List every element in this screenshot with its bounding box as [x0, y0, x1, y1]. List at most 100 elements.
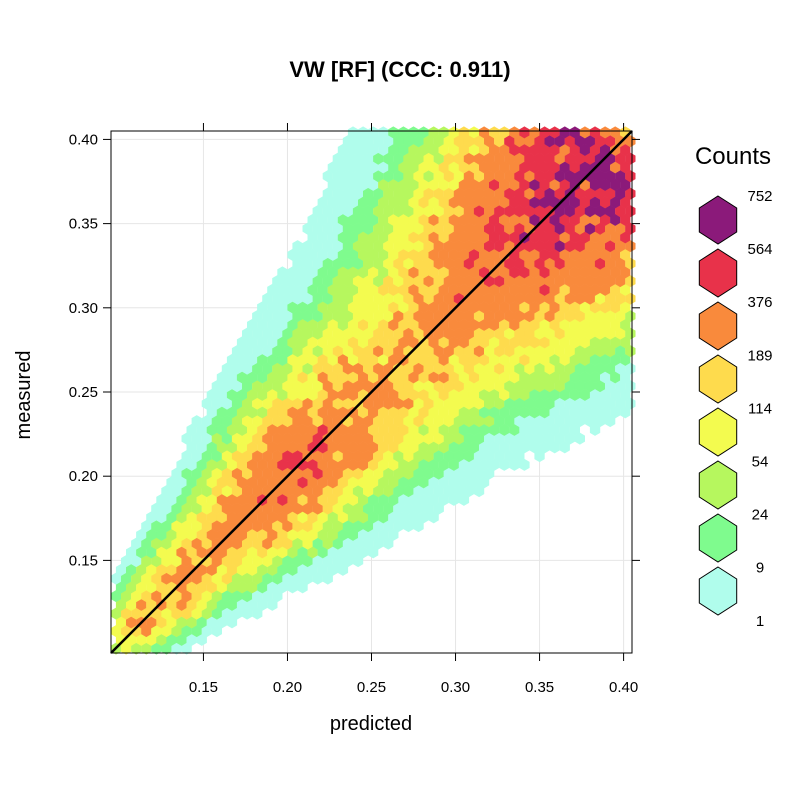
- hexbin-cell: [302, 485, 313, 498]
- hexbin-cell: [423, 222, 434, 235]
- hexbin-cell: [166, 528, 177, 541]
- hexbin-cell: [206, 476, 217, 489]
- hexbin-cell: [363, 467, 374, 480]
- hexbin-cell: [468, 126, 480, 139]
- hexbin-cell: [277, 353, 288, 366]
- hexbin-cell: [257, 336, 268, 349]
- hexbin-cell: [479, 301, 490, 314]
- hexbin-cell: [605, 292, 616, 305]
- hexbin-cell: [206, 598, 217, 611]
- hexbin-cell: [499, 283, 510, 296]
- hexbin-cell: [332, 327, 343, 340]
- hexbin-cell: [191, 415, 202, 428]
- hexbin-cell: [347, 511, 359, 524]
- hexbin-cell: [504, 292, 515, 305]
- hexbin-cell: [544, 292, 555, 305]
- hexbin-cell: [161, 502, 172, 515]
- hexbin-cell: [257, 406, 268, 419]
- hexbin-cell: [494, 152, 505, 165]
- hexbin-cell: [358, 213, 369, 226]
- legend-label: 54: [752, 454, 769, 471]
- hexbin-cell: [605, 415, 616, 428]
- hexbin-cell: [196, 563, 207, 576]
- hexbin-cell: [448, 126, 459, 139]
- hexbin-cell: [226, 581, 238, 594]
- hexbin-cell: [257, 511, 268, 524]
- hexbin-cell: [589, 143, 601, 156]
- hexbin-cell: [352, 222, 364, 235]
- hexbin-cell: [262, 380, 273, 393]
- hexbin-cell: [479, 423, 490, 436]
- hexbin-cell: [554, 152, 565, 165]
- hexbin-cell: [569, 213, 580, 226]
- hexbin-cell: [504, 257, 515, 270]
- hexbin-cell: [413, 467, 424, 480]
- hexbin-cell: [398, 231, 409, 244]
- hexbin-cell: [610, 318, 621, 331]
- hexbin-cell: [559, 213, 570, 226]
- hexbin-cell: [458, 196, 470, 209]
- hexbin-cell: [574, 432, 585, 445]
- hexbin-cell: [257, 318, 268, 331]
- hexbin-cell: [600, 161, 611, 174]
- hexbin-cell: [287, 248, 298, 261]
- hexbin-cell: [589, 213, 601, 226]
- hexbin-cell: [554, 432, 565, 445]
- hexbin-cell: [579, 406, 591, 419]
- hexbin-cell: [484, 362, 495, 375]
- hexbin-cell: [544, 222, 555, 235]
- hexbin-cell: [383, 415, 394, 428]
- hexbin-cell: [136, 598, 147, 611]
- hexbin-cell: [569, 143, 580, 156]
- hexbin-cell: [297, 266, 308, 279]
- hexbin-cell: [418, 318, 429, 331]
- hexbin-cell: [579, 371, 591, 384]
- y-tick-label: 0.25: [69, 384, 98, 401]
- hexbin-cell: [473, 380, 485, 393]
- hexbin-cell: [312, 537, 323, 550]
- hexbin-cell: [479, 143, 490, 156]
- hexbin-cell: [337, 441, 349, 454]
- hexbin-cell: [594, 275, 606, 288]
- hexbin-cell: [347, 196, 359, 209]
- hexbin-cell: [584, 397, 596, 410]
- hexbin-cell: [494, 397, 505, 410]
- hexbin-cell: [484, 327, 495, 340]
- hexbin-cell: [549, 423, 560, 436]
- hexbin-cell: [489, 248, 500, 261]
- hexbin-cell: [307, 318, 318, 331]
- hexbin-cell: [584, 415, 596, 428]
- hexbin-cell: [443, 432, 454, 445]
- hexbin-cell: [539, 336, 550, 349]
- hexbin-cell: [368, 476, 379, 489]
- hexbin-cell: [337, 248, 349, 261]
- hexbin-cell: [620, 336, 631, 349]
- legend-label: 564: [747, 241, 772, 258]
- hexbin-cell: [463, 170, 475, 183]
- hexbin-cell: [236, 546, 248, 559]
- hexbin-cell: [322, 555, 333, 568]
- hexbin-cell: [579, 196, 591, 209]
- hexbin-cell: [479, 406, 490, 419]
- hexbin-cell: [181, 502, 192, 515]
- hexbin-cell: [272, 292, 283, 305]
- hexbin-cell: [418, 266, 429, 279]
- hexbin-cell: [262, 310, 273, 323]
- hexbin-cell: [206, 581, 217, 594]
- hexbin-cell: [216, 441, 228, 454]
- hexbin-cell: [171, 520, 182, 533]
- hexbin-cell: [524, 432, 535, 445]
- hexbin-cell: [539, 318, 550, 331]
- hexbin-cell: [584, 292, 596, 305]
- hexbin-cell: [443, 397, 454, 410]
- hexbin-cell: [579, 283, 591, 296]
- hexbin-cell: [428, 301, 439, 314]
- hexbin-cell: [307, 563, 318, 576]
- hexbin-cell: [352, 432, 364, 445]
- hexbin-cell: [297, 528, 308, 541]
- hexbin-cell: [282, 362, 293, 375]
- hexbin-cell: [337, 371, 349, 384]
- hexbin-cell: [312, 310, 323, 323]
- hexbin-cell: [262, 292, 273, 305]
- hexbin-cell: [368, 161, 379, 174]
